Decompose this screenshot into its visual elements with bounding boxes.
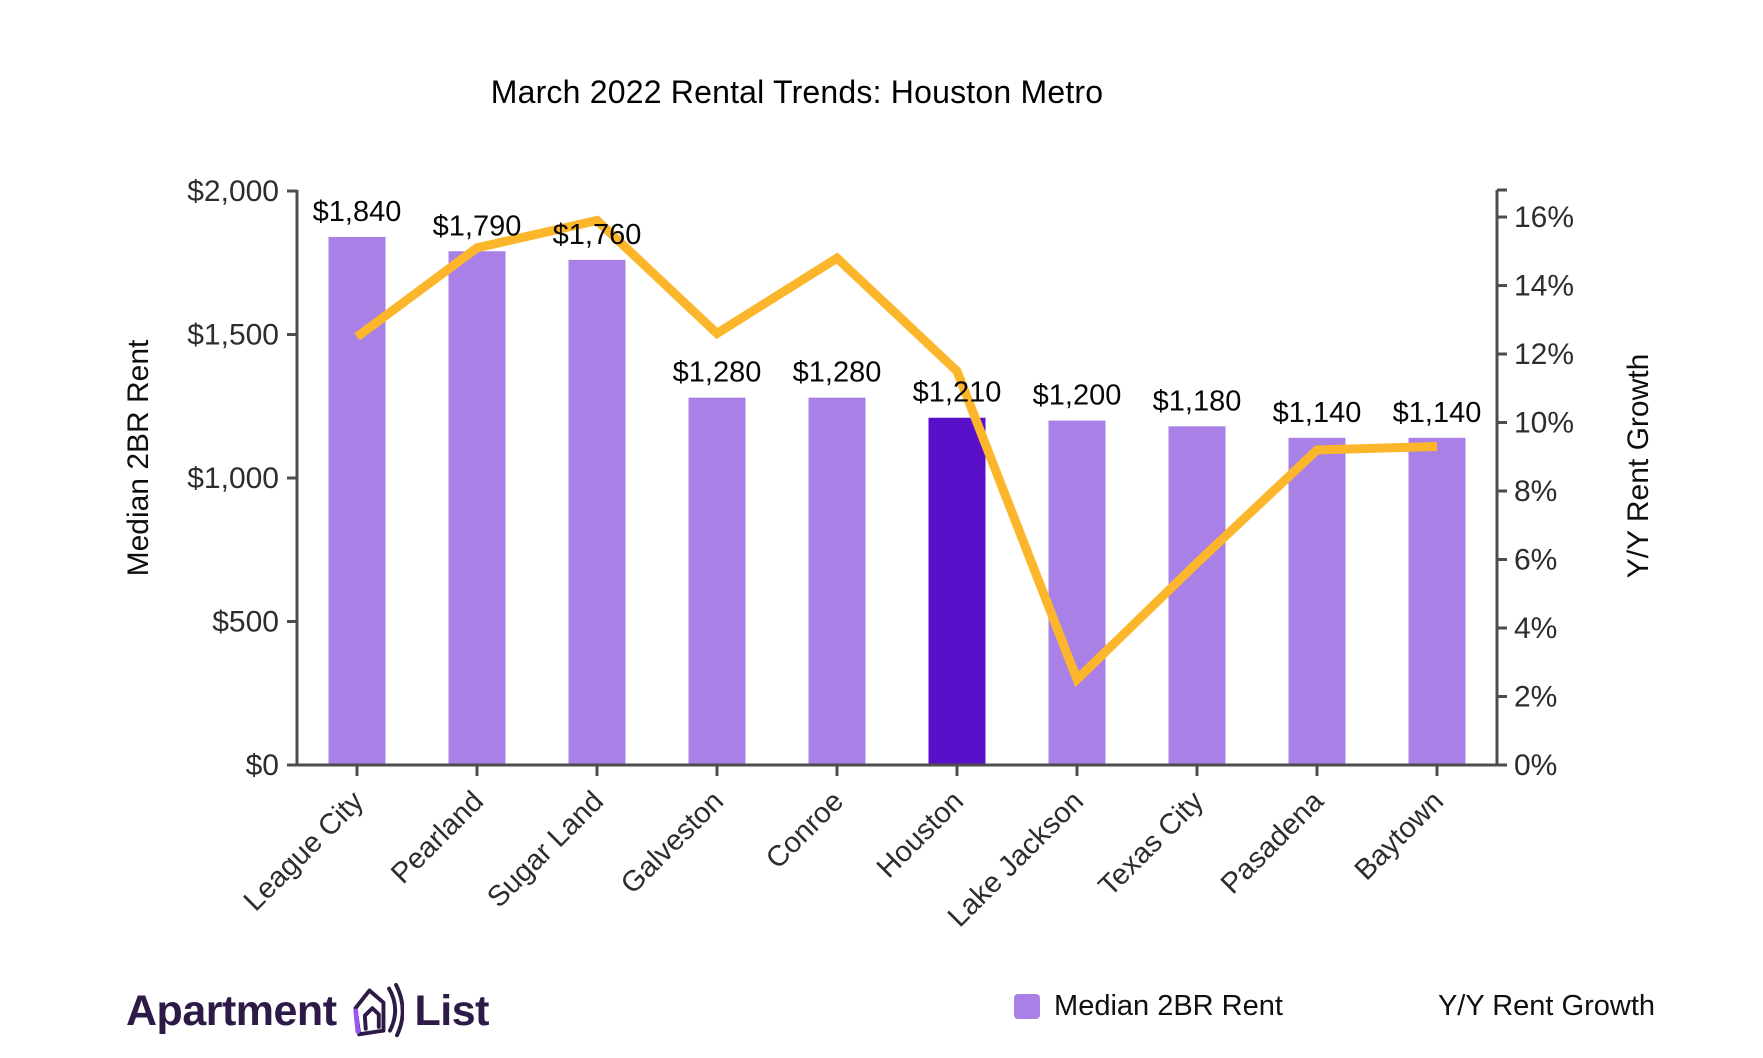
bar-houston: [928, 417, 986, 765]
right-tick-label-10: 10%: [1514, 407, 1574, 440]
chart-legend: Median 2BR Rent Y/Y Rent Growth: [1014, 990, 1655, 1023]
bar-lake-jackson: [1048, 420, 1106, 765]
bar-sugar-land: [568, 259, 626, 765]
bar-pearland: [448, 251, 506, 765]
bar-value-label-houston: $1,210: [913, 377, 1002, 409]
bar-value-label-pasadena: $1,140: [1273, 397, 1362, 429]
bar-value-label-texas-city: $1,180: [1153, 385, 1242, 417]
right-tick-label-0: 0%: [1514, 749, 1557, 782]
x-tick-label-league-city: League City: [238, 785, 370, 917]
logo-word-apartment: Apartment: [126, 986, 337, 1035]
x-tick-label-conroe: Conroe: [760, 785, 850, 875]
chart-title: March 2022 Rental Trends: Houston Metro: [490, 74, 1104, 110]
legend-item-median-rent: Median 2BR Rent: [1014, 990, 1283, 1023]
bar-galveston: [688, 397, 746, 765]
left-tick-label-0: $0: [246, 749, 279, 782]
right-tick-label-8: 8%: [1514, 475, 1557, 508]
x-tick-label-houston: Houston: [871, 785, 970, 884]
right-tick-label-6: 6%: [1514, 544, 1557, 577]
bar-pasadena: [1288, 437, 1346, 765]
right-axis-title: Y/Y Rent Growth: [1622, 354, 1655, 579]
bar-texas-city: [1168, 426, 1226, 765]
left-tick-label-2000: $2,000: [187, 175, 279, 208]
right-tick-label-12: 12%: [1514, 338, 1574, 371]
left-tick-label-1000: $1,000: [187, 462, 279, 495]
x-tick-label-pearland: Pearland: [385, 785, 490, 890]
bar-value-label-pearland: $1,790: [433, 210, 522, 242]
right-tick-label-4: 4%: [1514, 612, 1557, 645]
x-tick-label-baytown: Baytown: [1349, 785, 1450, 886]
logo-word-list: List: [414, 986, 490, 1035]
bar-conroe: [808, 397, 866, 765]
bar-value-label-conroe: $1,280: [793, 357, 882, 389]
rent-growth-line: [354, 215, 1438, 688]
line-series-label: Y/Y Rent Growth: [1437, 990, 1655, 1022]
legend-item-rent-growth: Y/Y Rent Growth: [1438, 990, 1655, 1023]
x-tick-label-galveston: Galveston: [615, 785, 730, 900]
right-tick-label-2: 2%: [1514, 681, 1557, 714]
logo-accent-stroke: [352, 1008, 360, 1034]
right-tick-label-16: 16%: [1514, 201, 1574, 234]
bar-value-label-baytown: $1,140: [1393, 397, 1482, 429]
left-tick-label-1500: $1,500: [187, 319, 279, 352]
bar-value-label-league-city: $1,840: [313, 196, 402, 228]
left-tick-label-500: $500: [212, 606, 279, 639]
bar-value-label-galveston: $1,280: [673, 357, 762, 389]
x-tick-label-sugar-land: Sugar Land: [481, 785, 610, 914]
bar-value-label-sugar-land: $1,760: [553, 219, 642, 251]
bar-series-swatch: [1014, 994, 1041, 1019]
bar-series-label: Median 2BR Rent: [1054, 990, 1283, 1022]
x-tick-label-pasadena: Pasadena: [1215, 785, 1331, 901]
x-tick-label-texas-city: Texas City: [1093, 785, 1211, 903]
apartment-list-logo: Apartment List: [126, 980, 489, 1042]
right-tick-label-14: 14%: [1514, 270, 1574, 303]
bar-baytown: [1408, 437, 1466, 765]
bar-value-label-lake-jackson: $1,200: [1033, 380, 1122, 412]
bar-league-city: [328, 236, 386, 766]
left-axis-title: Median 2BR Rent: [122, 339, 155, 576]
footer: Apartment List Median 2BR Rent Y/Y Rent …: [0, 940, 1763, 1058]
apartment-list-house-icon: [352, 982, 404, 1038]
